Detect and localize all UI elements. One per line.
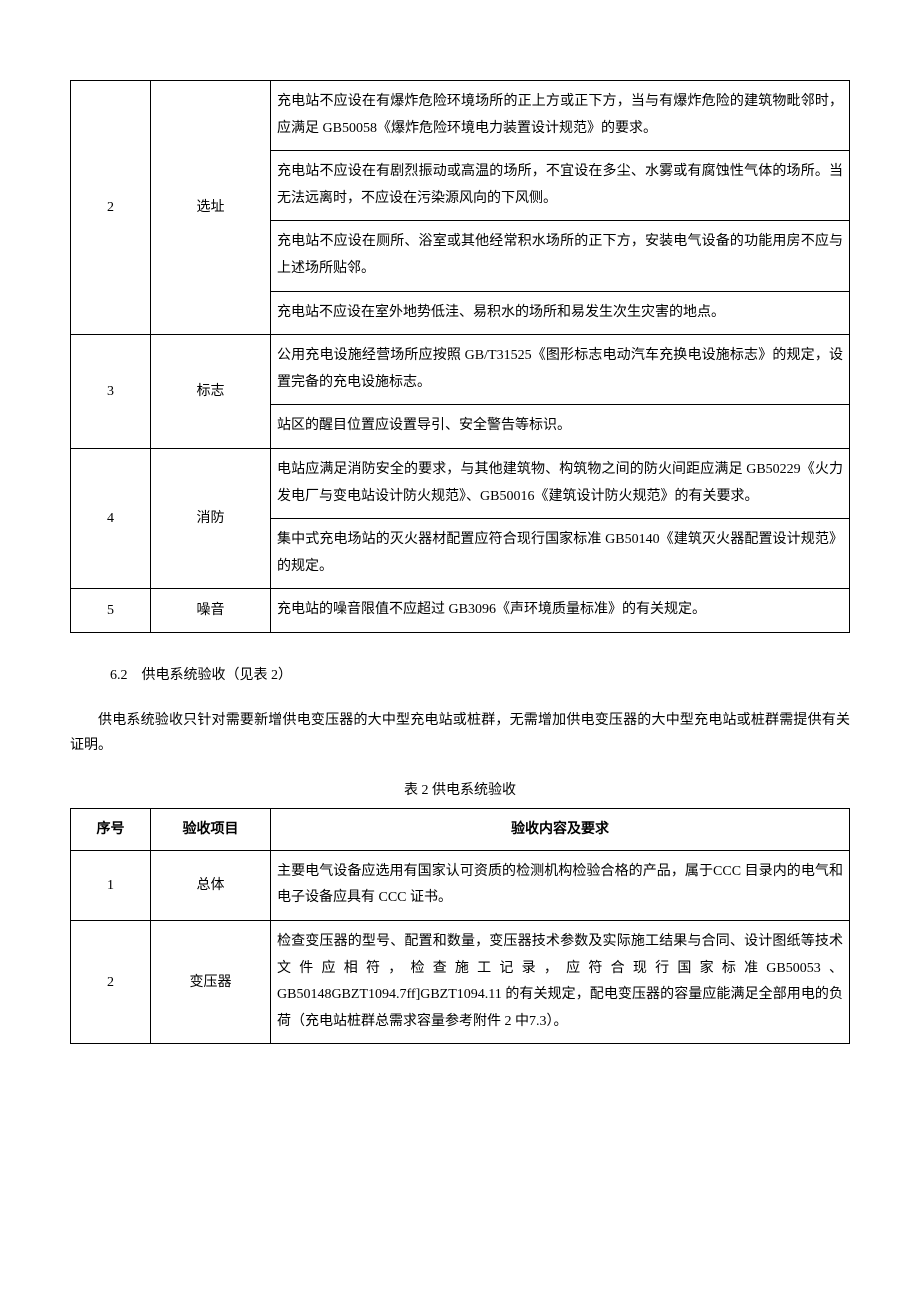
section-paragraph: 供电系统验收只针对需要新增供电变压器的大中型充电站或桩群，无需增加供电变压器的大… xyxy=(70,708,850,758)
table-2-cell-item: 总体 xyxy=(151,850,271,920)
table-1-cell-content: 站区的醒目位置应设置导引、安全警告等标识。 xyxy=(271,405,850,449)
table-1-cell-item: 消防 xyxy=(151,448,271,588)
table-2-cell-num: 2 xyxy=(71,921,151,1044)
table-1-cell-num: 2 xyxy=(71,81,151,335)
table-2-cell-num: 1 xyxy=(71,850,151,920)
table-row: 5噪音充电站的噪音限值不应超过 GB3096《声环境质量标准》的有关规定。 xyxy=(71,589,850,633)
table-row: 1总体主要电气设备应选用有国家认可资质的检测机构检验合格的产品，属于CCC 目录… xyxy=(71,850,850,920)
table-1-cell-content: 充电站不应设在有剧烈振动或高温的场所，不宜设在多尘、水雾或有腐蚀性气体的场所。当… xyxy=(271,151,850,221)
table-1-continuation: 2选址充电站不应设在有爆炸危险环境场所的正上方或正下方，当与有爆炸危险的建筑物毗… xyxy=(70,80,850,633)
table-2-header-content: 验收内容及要求 xyxy=(271,808,850,850)
table-1-cell-content: 充电站不应设在有爆炸危险环境场所的正上方或正下方，当与有爆炸危险的建筑物毗邻时，… xyxy=(271,81,850,151)
table-1-cell-content: 集中式充电场站的灭火器材配置应符合现行国家标准 GB50140《建筑灭火器配置设… xyxy=(271,519,850,589)
table-2-caption: 表 2 供电系统验收 xyxy=(70,778,850,803)
table-2-header-item: 验收项目 xyxy=(151,808,271,850)
table-1-cell-num: 4 xyxy=(71,448,151,588)
table-1-cell-content: 电站应满足消防安全的要求，与其他建筑物、构筑物之间的防火间距应满足 GB5022… xyxy=(271,448,850,518)
table-1-cell-item: 标志 xyxy=(151,335,271,449)
table-2-cell-content: 检查变压器的型号、配置和数量，变压器技术参数及实际施工结果与合同、设计图纸等技术… xyxy=(271,921,850,1044)
table-2-header-row: 序号 验收项目 验收内容及要求 xyxy=(71,808,850,850)
table-1-cell-content: 充电站不应设在室外地势低洼、易积水的场所和易发生次生灾害的地点。 xyxy=(271,291,850,335)
table-row: 2变压器检查变压器的型号、配置和数量，变压器技术参数及实际施工结果与合同、设计图… xyxy=(71,921,850,1044)
table-1-cell-item: 噪音 xyxy=(151,589,271,633)
table-2-cell-content: 主要电气设备应选用有国家认可资质的检测机构检验合格的产品，属于CCC 目录内的电… xyxy=(271,850,850,920)
section-heading-6-2: 6.2 供电系统验收（见表 2） xyxy=(70,663,850,688)
table-2: 序号 验收项目 验收内容及要求 1总体主要电气设备应选用有国家认可资质的检测机构… xyxy=(70,808,850,1045)
table-1-cell-content: 充电站的噪音限值不应超过 GB3096《声环境质量标准》的有关规定。 xyxy=(271,589,850,633)
table-1-cell-num: 3 xyxy=(71,335,151,449)
table-row: 3标志公用充电设施经营场所应按照 GB/T31525《图形标志电动汽车充换电设施… xyxy=(71,335,850,405)
table-1-cell-item: 选址 xyxy=(151,81,271,335)
table-row: 2选址充电站不应设在有爆炸危险环境场所的正上方或正下方，当与有爆炸危险的建筑物毗… xyxy=(71,81,850,151)
table-2-header-num: 序号 xyxy=(71,808,151,850)
table-1-cell-content: 公用充电设施经营场所应按照 GB/T31525《图形标志电动汽车充换电设施标志》… xyxy=(271,335,850,405)
table-1-cell-num: 5 xyxy=(71,589,151,633)
table-2-cell-item: 变压器 xyxy=(151,921,271,1044)
table-1-cell-content: 充电站不应设在厕所、浴室或其他经常积水场所的正下方，安装电气设备的功能用房不应与… xyxy=(271,221,850,291)
table-row: 4消防电站应满足消防安全的要求，与其他建筑物、构筑物之间的防火间距应满足 GB5… xyxy=(71,448,850,518)
